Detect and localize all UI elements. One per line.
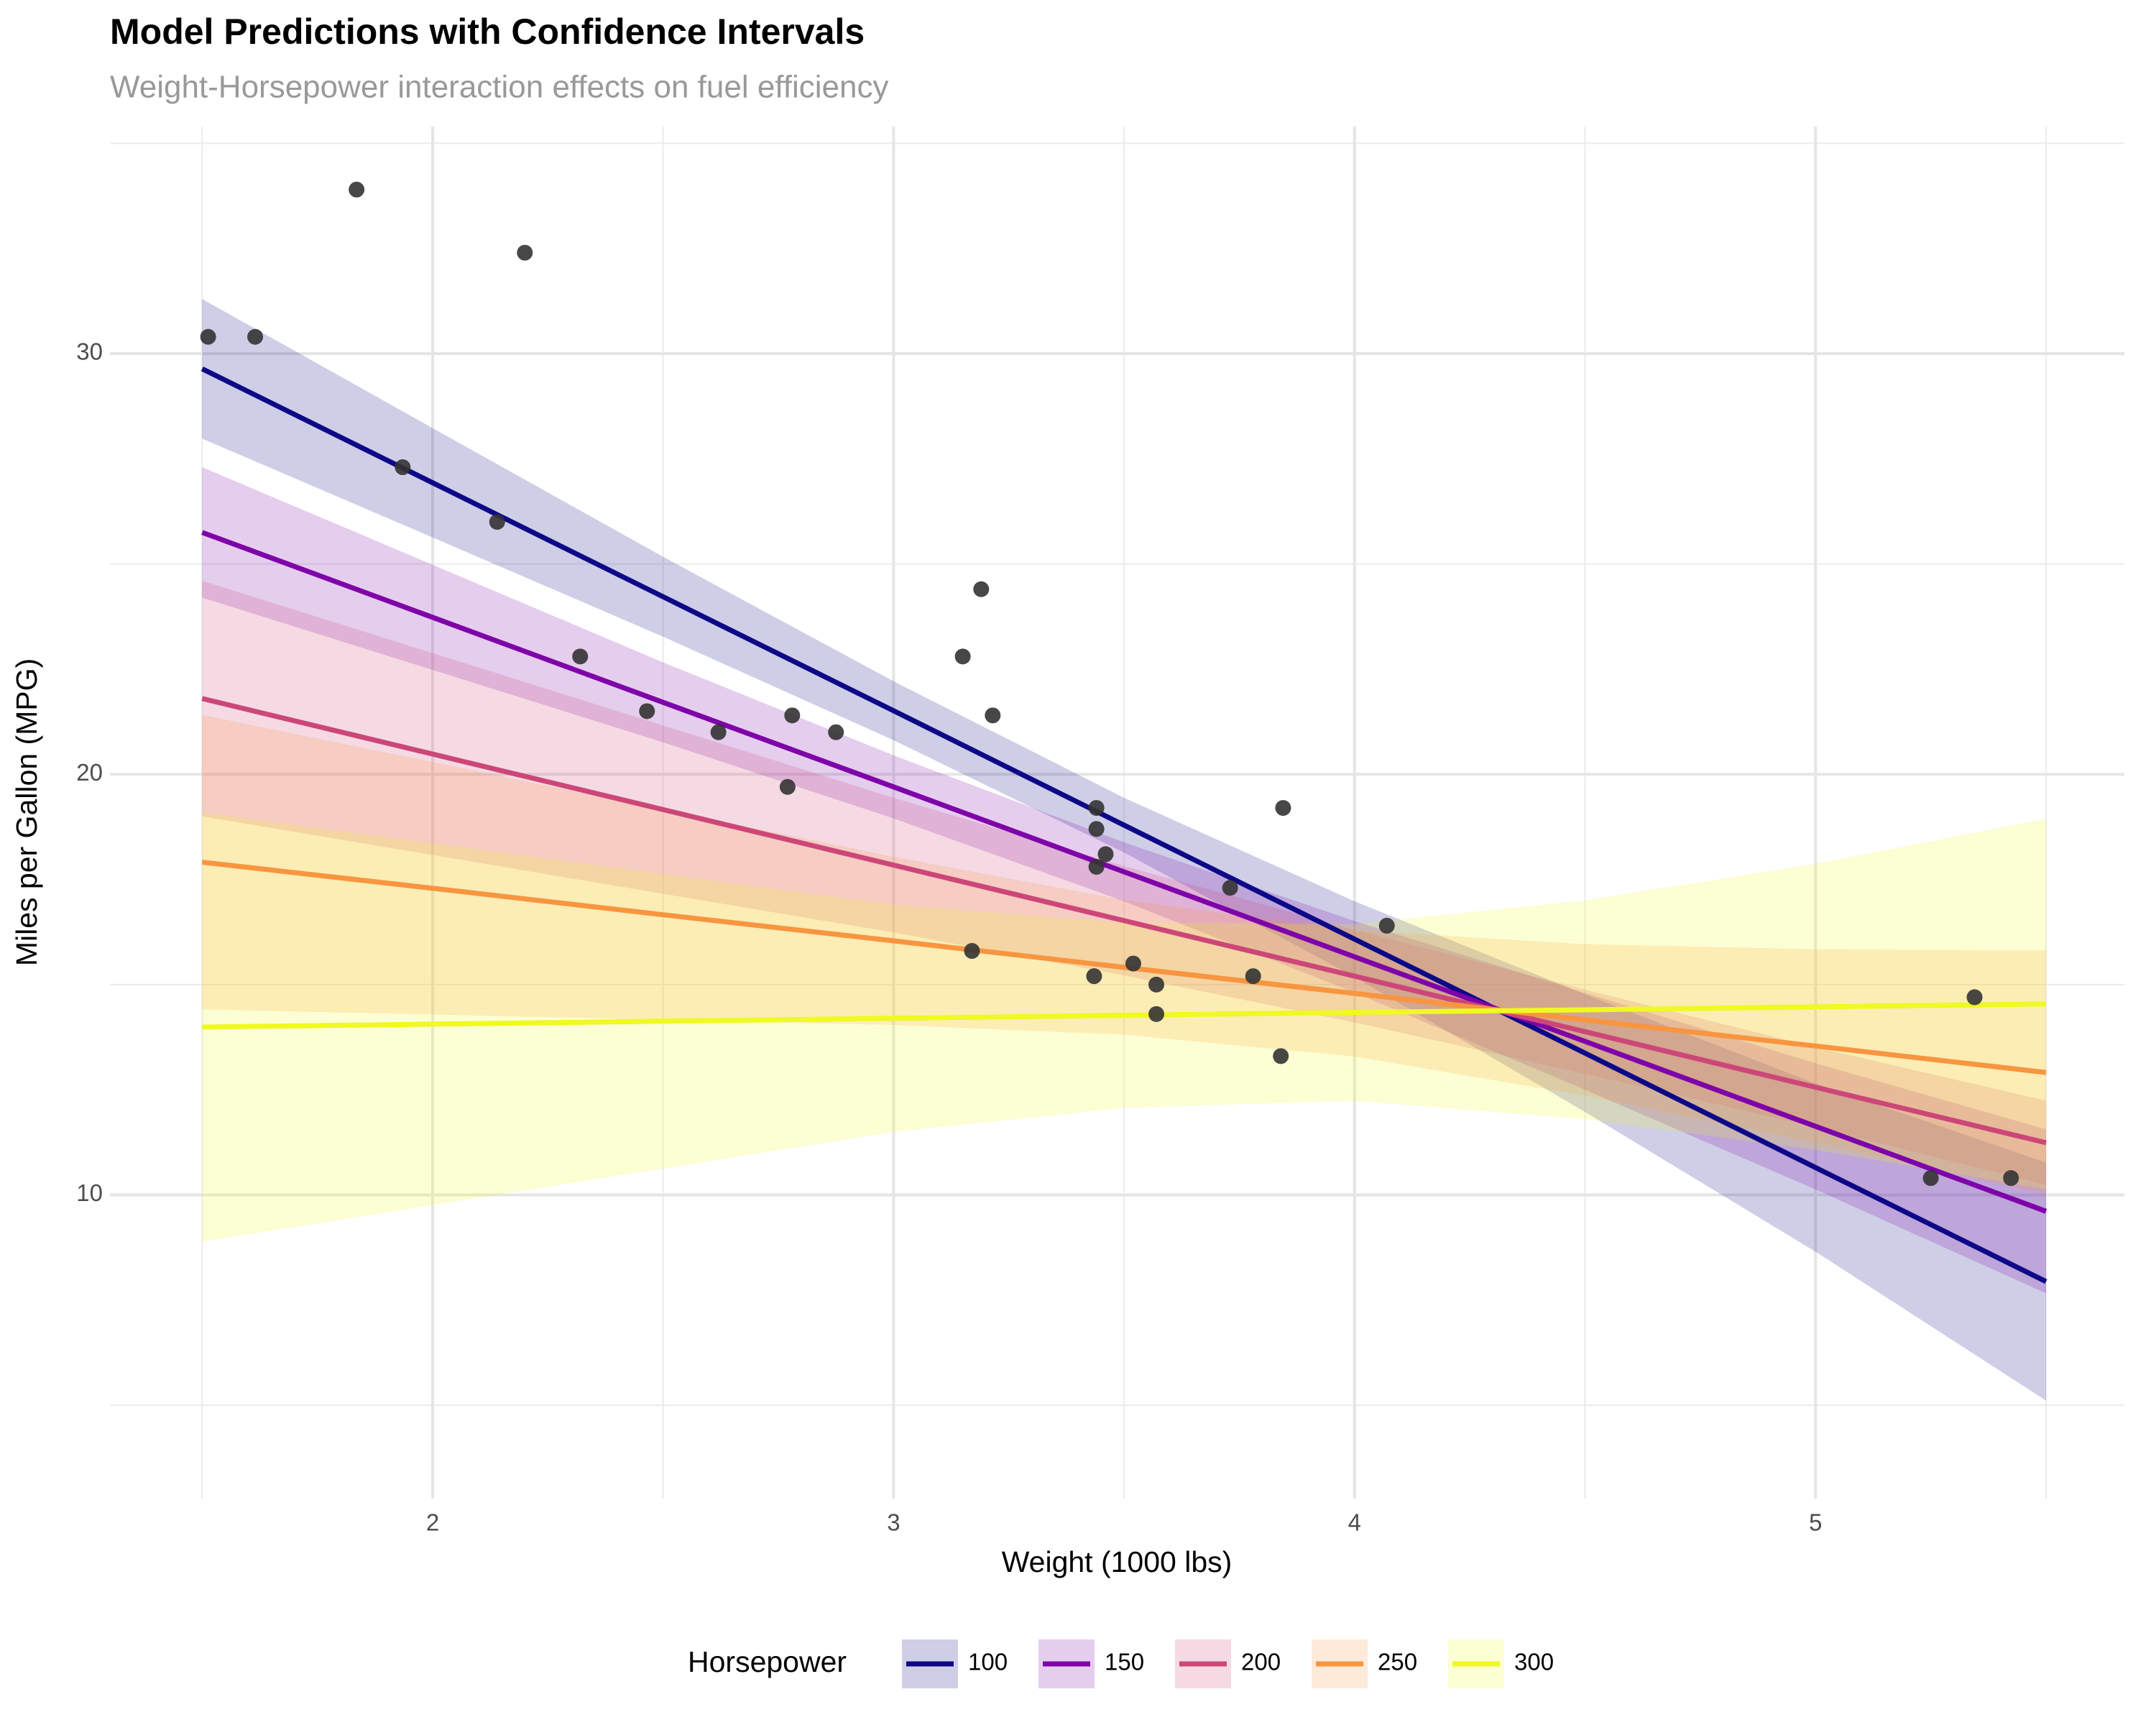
prediction-line: [201, 860, 2047, 1075]
x-tick-label: 4: [1348, 1509, 1361, 1536]
data-point: [489, 514, 505, 530]
data-point: [779, 778, 796, 795]
data-point: [1245, 968, 1261, 985]
confidence-band: [202, 298, 2046, 1401]
prediction-line: [202, 1001, 2047, 1030]
data-point: [1088, 800, 1105, 816]
data-point: [2003, 1170, 2019, 1187]
data-point: [1275, 800, 1291, 816]
data-point: [784, 707, 801, 724]
legend-label: 250: [1378, 1649, 1417, 1675]
confidence-band: [202, 467, 2046, 1294]
y-tick-label: 10: [76, 1179, 103, 1206]
x-tick-label: 2: [426, 1509, 439, 1536]
x-axis-title: Weight (1000 lbs): [1002, 1545, 1233, 1578]
data-point: [1273, 1048, 1289, 1064]
data-point: [1222, 880, 1238, 896]
data-point: [247, 328, 264, 345]
data-point: [985, 707, 1001, 724]
y-tick-label: 30: [76, 339, 103, 365]
data-point: [1966, 989, 1983, 1006]
legend-label: 200: [1241, 1649, 1281, 1675]
data-point: [1148, 1006, 1165, 1022]
x-tick-label: 3: [887, 1509, 900, 1536]
chart-subtitle: Weight-Horsepower interaction effects on…: [110, 70, 888, 105]
data-point: [200, 328, 216, 345]
legend-title: Horsepower: [688, 1645, 847, 1678]
y-axis-title: Miles per Gallon (MPG): [10, 658, 43, 966]
legend-label: 300: [1514, 1649, 1554, 1675]
data-point: [1148, 976, 1165, 993]
data-point: [973, 581, 990, 597]
data-point: [964, 943, 980, 960]
data-point: [954, 648, 971, 665]
data-point: [1088, 858, 1105, 875]
confidence-band: [202, 714, 2046, 1195]
data-point: [710, 724, 727, 740]
data-point: [572, 648, 589, 665]
data-point: [639, 703, 655, 719]
data-point: [1097, 846, 1114, 862]
legend-label: 150: [1105, 1649, 1144, 1675]
data-point: [1088, 821, 1105, 837]
prediction-line: [201, 696, 2047, 1146]
y-tick-label: 20: [76, 759, 103, 786]
confidence-band: [202, 812, 2046, 1242]
data-point: [395, 459, 411, 476]
x-tick-label: 5: [1809, 1509, 1822, 1536]
prediction-line: [201, 530, 2047, 1214]
prediction-line: [201, 366, 2047, 1284]
chart-title: Model Predictions with Confidence Interv…: [110, 12, 865, 52]
data-point: [828, 724, 844, 740]
data-point: [1922, 1170, 1939, 1187]
data-point: [349, 181, 365, 198]
data-point: [1125, 955, 1141, 972]
data-point: [1378, 917, 1395, 934]
data-point: [517, 244, 533, 261]
legend-label: 100: [968, 1649, 1008, 1675]
data-point: [1086, 968, 1102, 985]
